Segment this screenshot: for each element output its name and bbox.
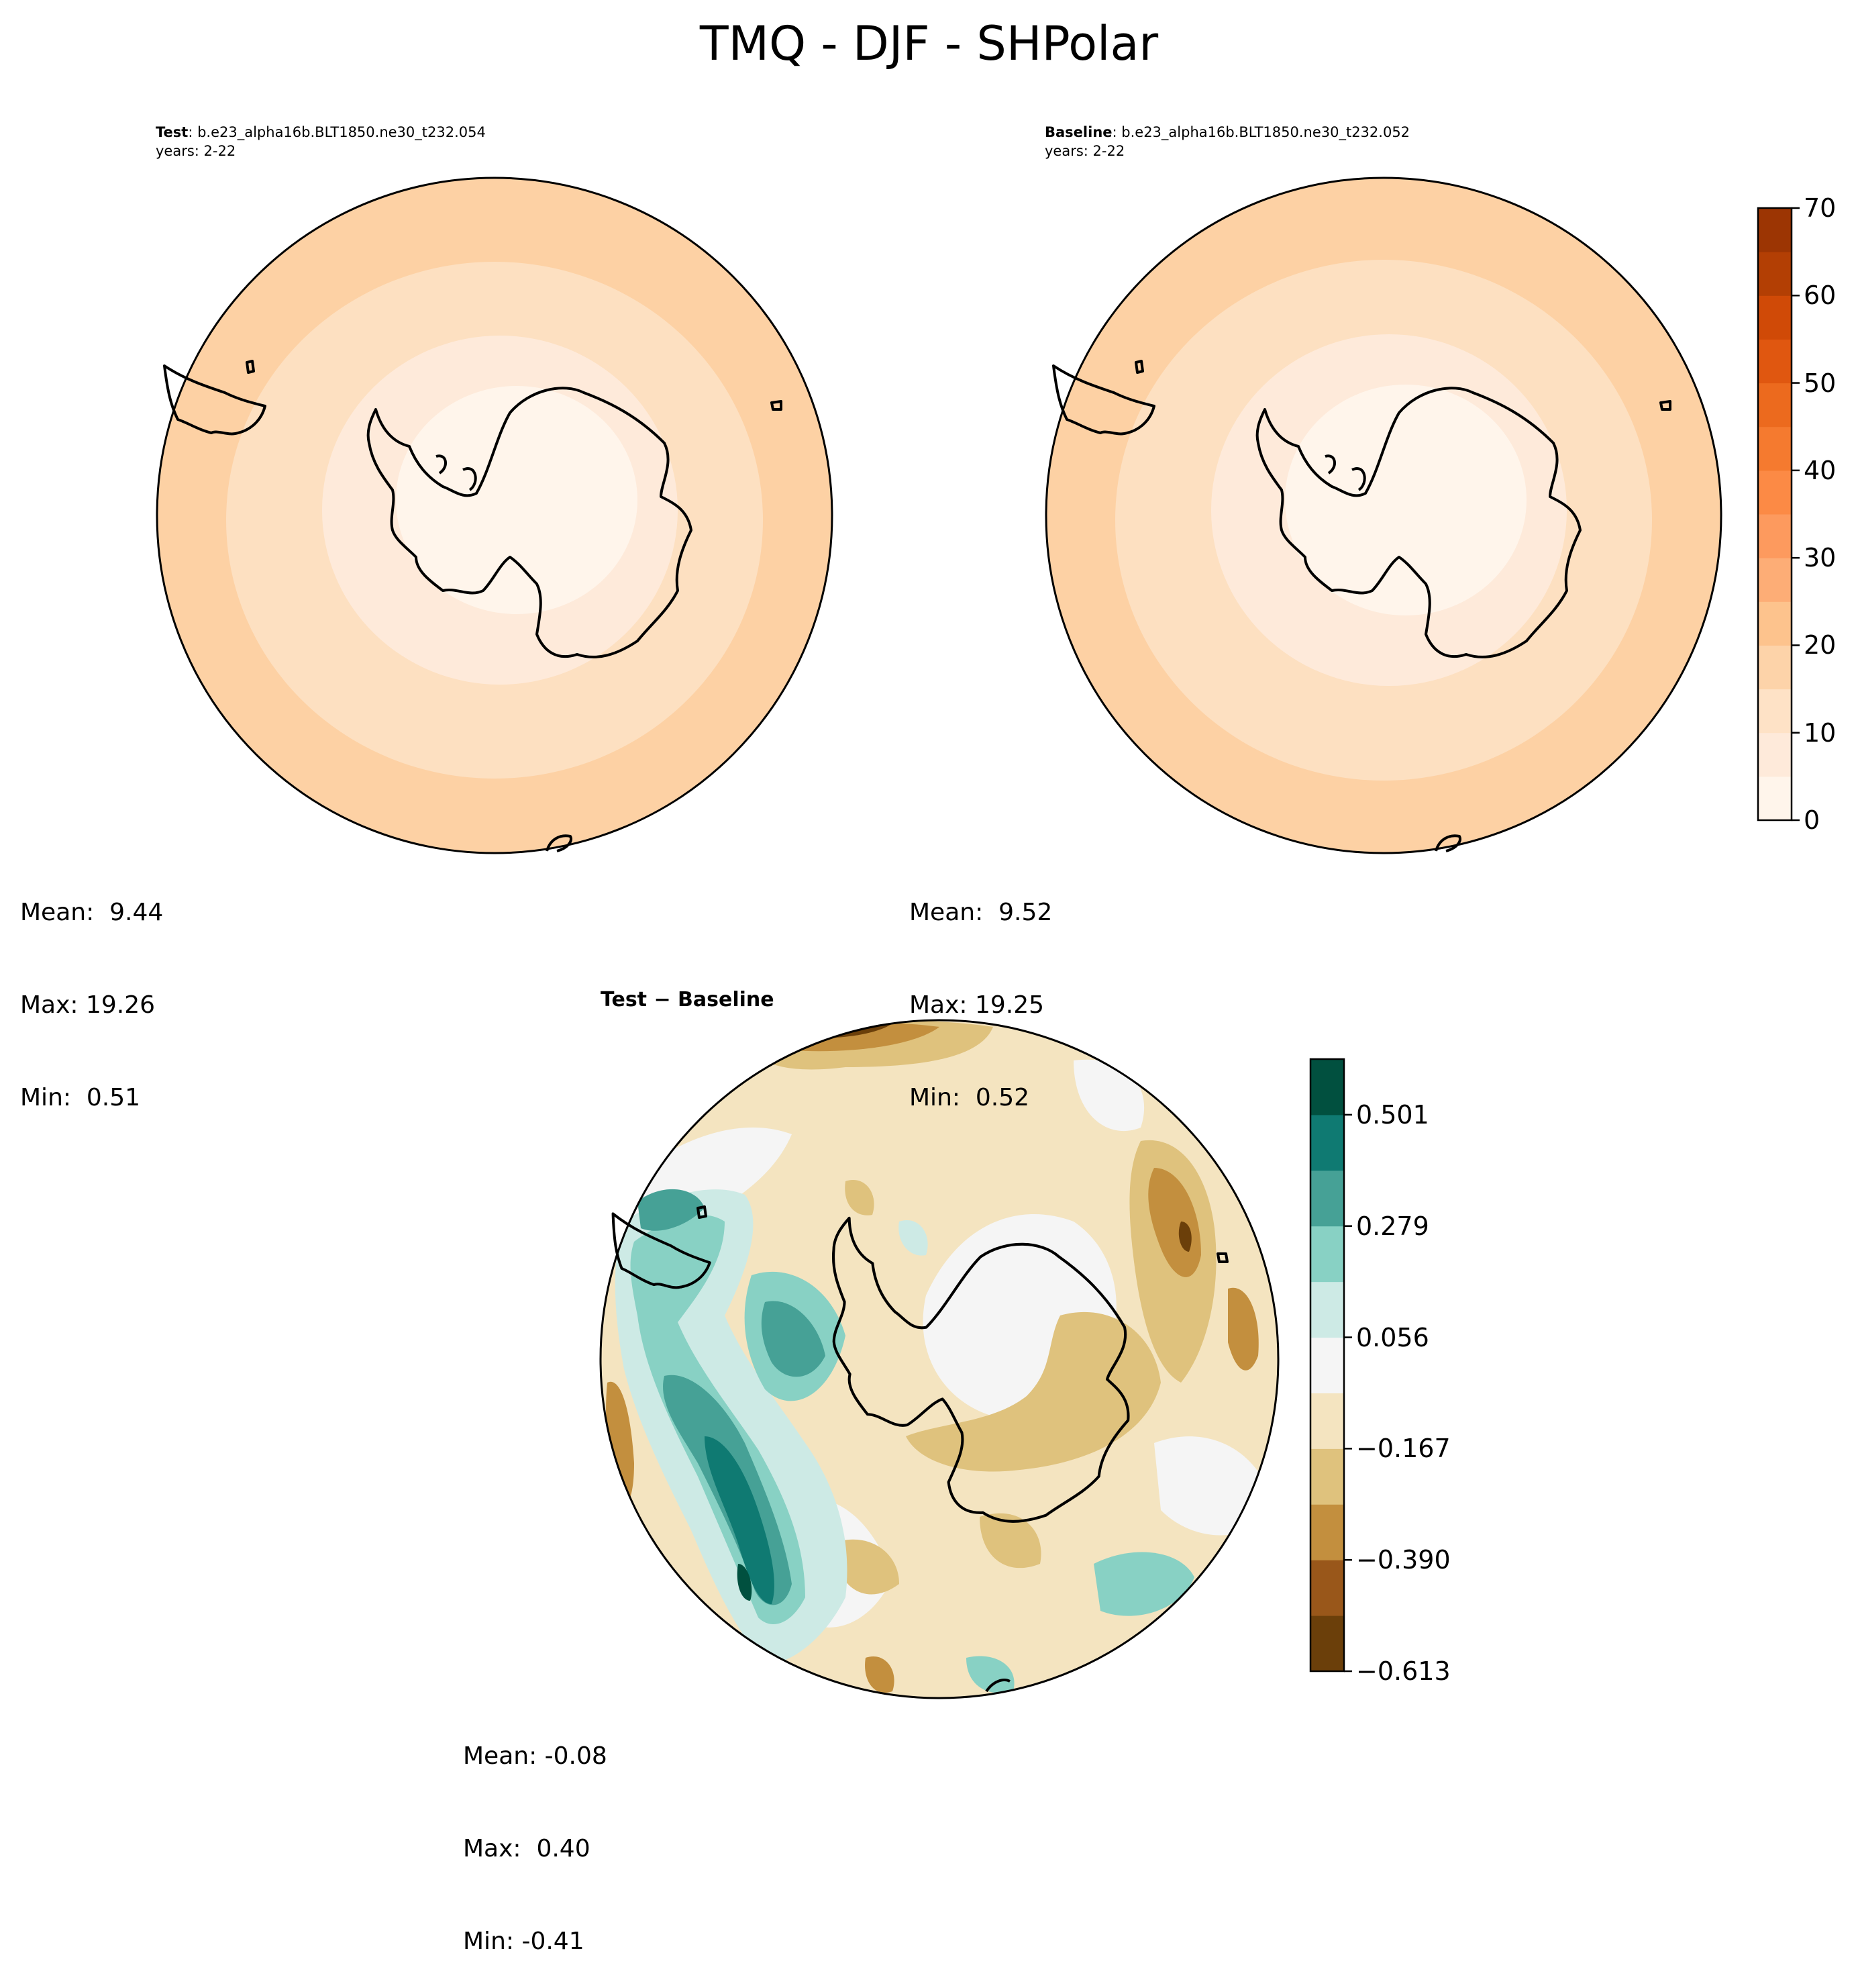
colorbar-main-segment	[1758, 558, 1792, 602]
test-coastlines	[163, 360, 782, 852]
colorbar-diff-segment	[1310, 1226, 1344, 1283]
baseline-case: : b.e23_alpha16b.BLT1850.ne30_t232.052	[1112, 124, 1410, 140]
colorbar-diff-segment	[1310, 1616, 1344, 1672]
test-years: years: 2-22	[156, 143, 236, 159]
baseline-years: years: 2-22	[1045, 143, 1125, 159]
test-stats: Mean: 9.44 Max: 19.26 Min: 0.51	[20, 836, 163, 1144]
colorbar-diff-segment	[1310, 1393, 1344, 1449]
colorbar-main-segment	[1758, 295, 1792, 340]
colorbar-diff-tick-label: −0.613	[1356, 1656, 1451, 1686]
colorbar-diff-tick-label: −0.390	[1356, 1545, 1451, 1575]
difference-max: Max: 0.40	[463, 1835, 590, 1862]
colorbar-main-tick-label: 40	[1804, 455, 1837, 485]
colorbar-main-segment	[1758, 601, 1792, 646]
figure-title: TMQ - DJF - SHPolar	[699, 16, 1159, 71]
baseline-coastlines	[1052, 360, 1671, 852]
baseline-mean: Mean: 9.52	[909, 899, 1053, 926]
baseline-min: Min: 0.52	[909, 1084, 1030, 1111]
difference-mean: Mean: -0.08	[463, 1742, 607, 1770]
figure-canvas	[156, 177, 1800, 1699]
test-min: Min: 0.51	[20, 1084, 141, 1111]
colorbar-main-segment	[1758, 470, 1792, 515]
colorbar-main-tick-label: 0	[1804, 805, 1820, 835]
colorbar-diff-segment	[1310, 1560, 1344, 1616]
colorbar-main-frame	[1757, 207, 1793, 822]
baseline-band-core	[1285, 385, 1527, 615]
baseline-max: Max: 19.25	[909, 991, 1045, 1019]
colorbar-main-tick-label: 60	[1804, 281, 1837, 311]
colorbar-main-segment	[1758, 252, 1792, 296]
colorbar-diff-segment	[1310, 1337, 1344, 1393]
test-case: : b.e23_alpha16b.BLT1850.ne30_t232.054	[188, 124, 486, 140]
difference-min: Min: -0.41	[463, 1928, 584, 1955]
colorbar-main-segment	[1758, 645, 1792, 690]
colorbar-main	[1757, 207, 1800, 822]
baseline-label: Baseline	[1045, 124, 1113, 140]
colorbar-main-segment	[1758, 732, 1792, 777]
colorbar-diff-tick-label: 0.056	[1356, 1322, 1429, 1352]
test-map	[156, 177, 833, 854]
colorbar-diff-frame	[1309, 1058, 1345, 1673]
colorbar-diff-segment	[1310, 1059, 1344, 1115]
colorbar-diff-tick-label: 0.501	[1356, 1099, 1429, 1130]
colorbar-diff-segment	[1310, 1448, 1344, 1505]
baseline-title: Baseline: b.e23_alpha16b.BLT1850.ne30_t2…	[1045, 123, 1410, 141]
colorbar-main-tick-label: 30	[1804, 543, 1837, 573]
colorbar-main-segment	[1758, 339, 1792, 384]
difference-title: Test − Baseline	[601, 988, 774, 1011]
baseline-map-border	[1045, 177, 1722, 854]
test-title: Test: b.e23_alpha16b.BLT1850.ne30_t232.0…	[156, 123, 486, 141]
difference-map	[599, 1019, 1280, 1699]
colorbar-main-tick-label: 10	[1804, 717, 1837, 748]
colorbar-diff-segment	[1310, 1504, 1344, 1560]
difference-coastlines	[605, 1195, 1229, 1693]
colorbar-main-segment	[1758, 514, 1792, 558]
difference-stats: Mean: -0.08 Max: 0.40 Min: -0.41	[463, 1679, 607, 1988]
test-map-border	[156, 177, 833, 854]
colorbar-diff-segment	[1310, 1114, 1344, 1171]
colorbar-diff-segment	[1310, 1170, 1344, 1227]
colorbar-diff-tick-label: 0.279	[1356, 1211, 1429, 1241]
baseline-map	[1045, 177, 1722, 854]
test-mean: Mean: 9.44	[20, 899, 164, 926]
colorbar-main-segment	[1758, 208, 1792, 252]
colorbar-main-tick-label: 20	[1804, 630, 1837, 660]
test-label: Test	[156, 124, 189, 140]
colorbar-diff	[1309, 1058, 1352, 1673]
colorbar-main-segment	[1758, 383, 1792, 428]
colorbar-diff-tick-label: −0.167	[1356, 1434, 1451, 1464]
colorbar-main-tick-label: 70	[1804, 193, 1837, 223]
colorbar-main-segment	[1758, 776, 1792, 821]
colorbar-main-tick-label: 50	[1804, 368, 1837, 398]
difference-map-border	[599, 1019, 1280, 1699]
test-max: Max: 19.26	[20, 991, 156, 1019]
colorbar-diff-segment	[1310, 1281, 1344, 1338]
test-band-core	[396, 386, 637, 614]
baseline-stats: Mean: 9.52 Max: 19.25 Min: 0.52	[909, 836, 1052, 1144]
colorbar-main-segment	[1758, 426, 1792, 471]
colorbar-main-segment	[1758, 689, 1792, 734]
